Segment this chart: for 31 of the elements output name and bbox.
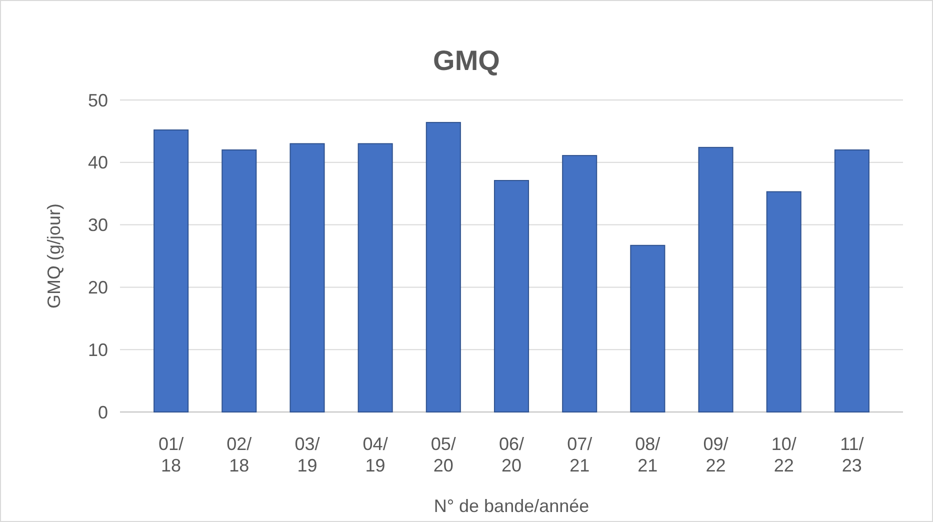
x-tick-label: 01/ 18 bbox=[158, 434, 184, 476]
x-tick-label: 05/ 20 bbox=[430, 434, 456, 476]
bar bbox=[358, 143, 393, 412]
x-tick-label: 07/ 21 bbox=[567, 434, 592, 476]
bar bbox=[290, 143, 325, 412]
y-tick-label: 10 bbox=[88, 340, 108, 360]
bar bbox=[494, 180, 530, 412]
bar bbox=[154, 129, 189, 412]
x-tick-label: 09/ 22 bbox=[703, 434, 728, 476]
bar bbox=[698, 146, 734, 412]
x-tick-label: 08/ 21 bbox=[635, 434, 660, 476]
x-tick-label: 10/ 22 bbox=[771, 434, 796, 476]
bar bbox=[222, 149, 257, 412]
y-tick-label: 0 bbox=[98, 402, 108, 422]
x-tick-label: 06/ 20 bbox=[498, 434, 524, 476]
bar bbox=[630, 244, 666, 412]
bar bbox=[834, 149, 870, 412]
chart-title: GMQ bbox=[433, 45, 500, 76]
x-tick-label: 11/ 23 bbox=[840, 434, 864, 476]
bar bbox=[562, 155, 598, 412]
y-tick-label: 30 bbox=[88, 215, 108, 236]
y-tick-label: 50 bbox=[88, 90, 108, 110]
y-tick-label: 20 bbox=[88, 278, 108, 298]
x-tick-label: 02/ 18 bbox=[226, 434, 252, 476]
y-axis-title: GMQ (g/jour) bbox=[44, 203, 64, 309]
x-axis-title: N° de bande/année bbox=[434, 496, 590, 516]
bar bbox=[766, 191, 802, 412]
x-tick-label: 04/ 19 bbox=[362, 434, 388, 476]
x-tick-label: 03/ 19 bbox=[294, 434, 320, 476]
y-tick-label: 40 bbox=[88, 152, 108, 173]
bar bbox=[426, 122, 461, 412]
